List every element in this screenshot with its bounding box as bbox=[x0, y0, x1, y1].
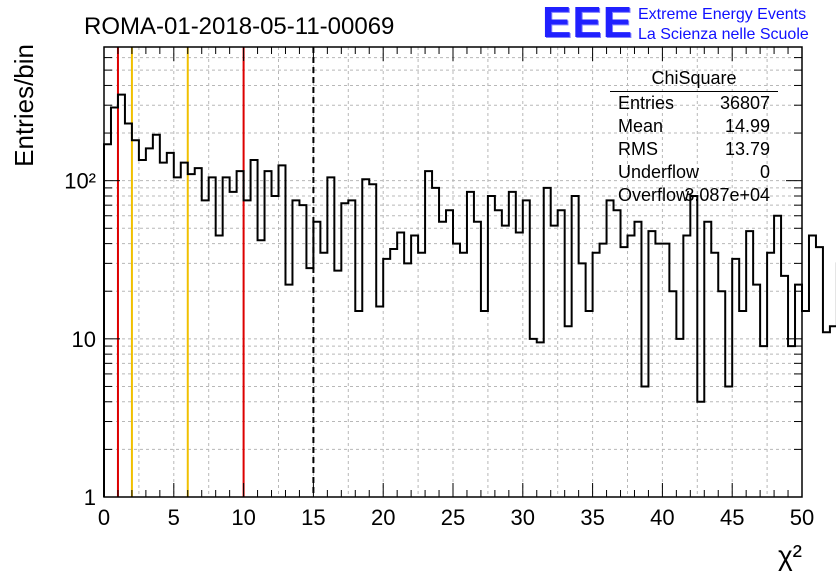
stats-row: RMS 13.79 bbox=[618, 139, 778, 162]
stats-value: 13.79 bbox=[724, 139, 770, 159]
x-tick-label: 50 bbox=[790, 505, 814, 530]
stats-row: Mean 14.99 bbox=[618, 116, 778, 139]
stats-title: ChiSquare bbox=[651, 68, 737, 88]
x-tick-label: 15 bbox=[301, 505, 325, 530]
threshold-lines bbox=[116, 47, 315, 497]
y-axis-label: Entries/bin bbox=[9, 44, 39, 167]
logo-line-2: La Scienza nelle Scuole bbox=[638, 26, 809, 43]
stats-divider bbox=[610, 91, 778, 92]
stats-value: 14.99 bbox=[724, 116, 770, 136]
x-tick-label: 45 bbox=[720, 505, 744, 530]
histogram-step-line bbox=[103, 93, 836, 497]
x-axis-ticks: 0 5 10 15 20 25 30 35 40 45 50 bbox=[98, 47, 814, 530]
x-axis-label: χ² bbox=[778, 540, 802, 571]
x-tick-label: 35 bbox=[580, 505, 604, 530]
histogram-series bbox=[103, 93, 836, 497]
x-tick-label: 10 bbox=[231, 505, 255, 530]
stats-key: Underflow bbox=[618, 162, 700, 182]
stats-key: Overflow bbox=[618, 185, 690, 205]
x-tick-label: 0 bbox=[98, 505, 110, 530]
x-tick-label: 25 bbox=[441, 505, 465, 530]
stats-box: ChiSquare Entries 36807 Mean 14.99 RMS 1… bbox=[610, 66, 778, 206]
stats-row: Overflow 3.087e+04 bbox=[618, 185, 778, 208]
stats-row: Underflow 0 bbox=[618, 162, 778, 185]
y-tick-label: 10² bbox=[64, 169, 96, 194]
x-tick-label: 5 bbox=[168, 505, 180, 530]
stats-key: RMS bbox=[618, 139, 658, 159]
y-tick-label: 10 bbox=[72, 327, 96, 352]
y-tick-label: 1 bbox=[84, 485, 96, 510]
stats-key: Mean bbox=[618, 116, 664, 136]
y-axis-ticks: 1 10 10² bbox=[64, 46, 802, 510]
x-tick-label: 40 bbox=[650, 505, 674, 530]
x-tick-label: 20 bbox=[371, 505, 395, 530]
stats-value: 3.087e+04 bbox=[684, 185, 770, 205]
chart-title: ROMA-01-2018-05-11-00069 bbox=[84, 13, 394, 40]
eee-logo: EEE Extreme Energy Events La Scienza nel… bbox=[542, 0, 834, 47]
logo-line-1: Extreme Energy Events bbox=[638, 6, 807, 23]
x-tick-label: 30 bbox=[511, 505, 535, 530]
eee-logo-mark: EEE bbox=[542, 0, 634, 47]
stats-row: Entries 36807 bbox=[618, 93, 778, 116]
stats-value: 36807 bbox=[719, 93, 770, 113]
stats-key: Entries bbox=[618, 93, 675, 113]
stats-value: 0 bbox=[759, 162, 770, 182]
